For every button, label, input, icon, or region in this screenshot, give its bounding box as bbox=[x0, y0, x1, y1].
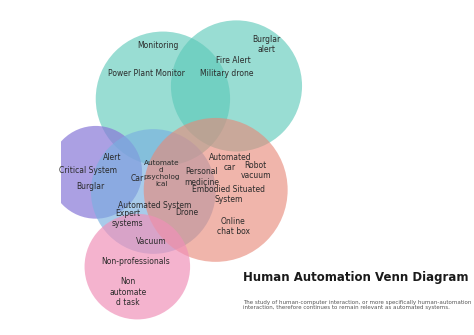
Text: Human Automation Venn Diagram: Human Automation Venn Diagram bbox=[243, 271, 468, 284]
Text: Fire Alert: Fire Alert bbox=[216, 56, 251, 65]
Text: Automated System: Automated System bbox=[118, 201, 191, 210]
Text: Robot
vacuum: Robot vacuum bbox=[240, 161, 271, 181]
Circle shape bbox=[49, 126, 142, 219]
Text: The study of human-computer interaction, or more specifically human-automation
i: The study of human-computer interaction,… bbox=[243, 299, 471, 311]
Text: Military drone: Military drone bbox=[200, 69, 254, 78]
Text: Online
chat box: Online chat box bbox=[217, 217, 250, 237]
Circle shape bbox=[91, 129, 216, 254]
Text: Car: Car bbox=[131, 174, 144, 183]
Circle shape bbox=[96, 31, 230, 166]
Text: Power Plant Monitor: Power Plant Monitor bbox=[109, 69, 185, 78]
Text: Alert: Alert bbox=[102, 153, 121, 162]
Text: Automated
car: Automated car bbox=[209, 153, 251, 173]
Circle shape bbox=[144, 118, 288, 262]
Text: Expert
systems: Expert systems bbox=[112, 209, 144, 228]
Text: Non-professionals: Non-professionals bbox=[101, 257, 170, 266]
Text: Burglar
alert: Burglar alert bbox=[253, 35, 281, 54]
Text: Automate
d
psycholog
ical: Automate d psycholog ical bbox=[143, 160, 180, 187]
Text: Non
automate
d task: Non automate d task bbox=[109, 277, 146, 307]
Text: Drone: Drone bbox=[175, 208, 199, 217]
Text: Burglar: Burglar bbox=[76, 182, 104, 191]
Text: Monitoring: Monitoring bbox=[137, 42, 179, 51]
Circle shape bbox=[84, 214, 190, 320]
Text: Personal
medicine: Personal medicine bbox=[184, 168, 219, 187]
Circle shape bbox=[171, 20, 302, 151]
Text: Embodied Situated
System: Embodied Situated System bbox=[192, 185, 265, 204]
Text: Critical System: Critical System bbox=[59, 166, 117, 175]
Text: Vacuum: Vacuum bbox=[137, 237, 167, 246]
